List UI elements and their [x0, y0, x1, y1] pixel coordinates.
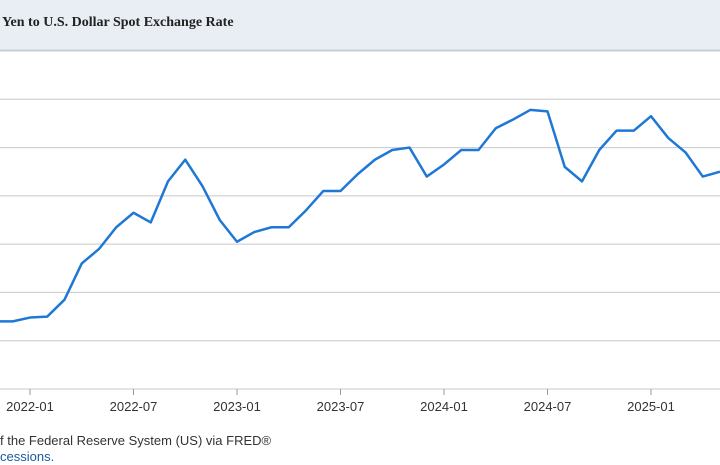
x-tick-label: 2025-01 — [627, 399, 675, 414]
source-text: f the Federal Reserve System (US) via FR… — [0, 433, 272, 448]
x-tick-label: 2023-07 — [317, 399, 365, 414]
x-tick-label: 2024-01 — [420, 399, 468, 414]
line-series — [0, 108, 720, 323]
header-band — [0, 0, 720, 50]
x-tick-label: 2023-01 — [213, 399, 261, 414]
chart-title: Yen to U.S. Dollar Spot Exchange Rate — [2, 15, 234, 30]
x-tick-label: 2022-07 — [110, 399, 158, 414]
x-tick-label: 2024-07 — [524, 399, 572, 414]
x-tick-label: 2022-01 — [6, 399, 54, 414]
source-link[interactable]: cessions. — [0, 449, 54, 464]
